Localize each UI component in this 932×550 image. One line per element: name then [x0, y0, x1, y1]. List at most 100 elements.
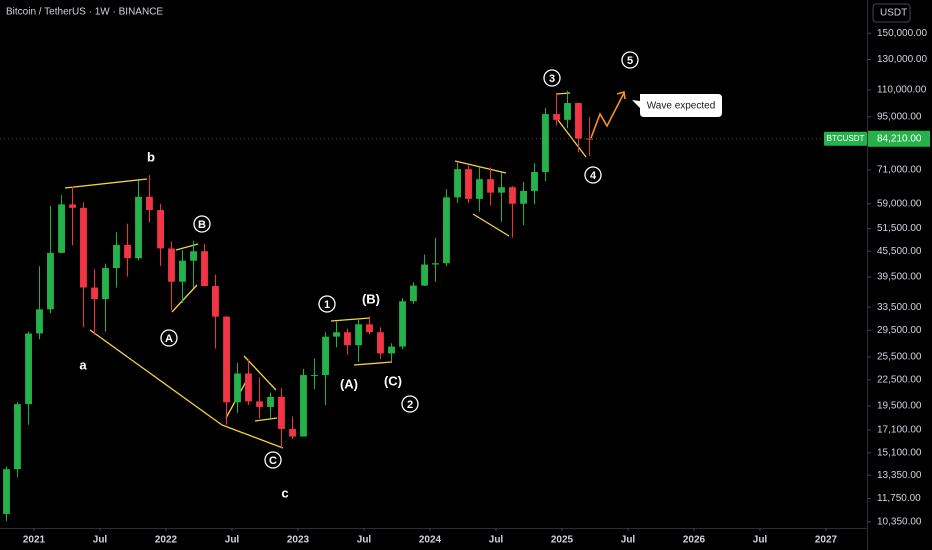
candle-body — [289, 428, 296, 437]
candle-body — [157, 210, 164, 249]
candle-body — [421, 264, 428, 286]
candle-body — [80, 207, 87, 288]
x-tick-label: Jul — [225, 535, 240, 546]
trend-line — [221, 424, 284, 449]
candle-body — [47, 252, 54, 310]
x-tick-label: Jul — [489, 535, 504, 546]
y-tick-label: 130,000.00 — [877, 54, 927, 65]
candle-body — [388, 346, 395, 354]
x-tick-label: 2023 — [287, 535, 310, 546]
candle-body — [586, 138, 593, 140]
x-tick-label: 2021 — [23, 535, 46, 546]
y-tick-label: 22,500.00 — [877, 375, 922, 386]
x-tick-label: 2027 — [815, 535, 838, 546]
y-tick-label: 10,350.00 — [877, 516, 922, 527]
x-tick-label: Jul — [357, 535, 372, 546]
y-tick-label: 51,500.00 — [877, 223, 922, 234]
candle-body — [443, 197, 450, 264]
candle-body — [256, 401, 263, 407]
candle-body — [476, 179, 483, 199]
candle-body — [377, 332, 384, 354]
candle-body — [399, 301, 406, 347]
wave-circle — [584, 166, 602, 184]
candle-body — [432, 263, 439, 265]
wave-label: B — [198, 219, 206, 231]
candle-body — [553, 114, 560, 120]
candle-body — [36, 309, 43, 334]
x-tick-label: Jul — [621, 535, 636, 546]
wave-label: c — [281, 485, 288, 500]
currency-button[interactable] — [872, 3, 911, 23]
y-tick-label: 25,500.00 — [877, 352, 922, 363]
wave-label: 2 — [407, 399, 413, 411]
wave-circle — [621, 51, 639, 69]
wave-label: 4 — [590, 170, 597, 182]
callout-text: Wave expected — [647, 101, 716, 112]
candle-body — [223, 316, 230, 403]
trend-line — [254, 417, 278, 422]
x-tick-label: 2022 — [155, 535, 178, 546]
wave-circle — [401, 395, 419, 413]
candle-body — [146, 196, 153, 211]
trend-line — [171, 284, 198, 313]
chart-title: Bitcoin / TetherUS · 1W · BINANCE — [6, 7, 163, 18]
candle-body — [201, 251, 208, 287]
candle-body — [212, 286, 219, 317]
symbol-badge — [824, 131, 867, 146]
candle-body — [366, 324, 373, 333]
y-tick-label: 59,000.00 — [877, 198, 922, 209]
candle-body — [69, 204, 76, 208]
candle-body — [344, 332, 351, 346]
candle-body — [245, 373, 252, 402]
candle-body — [564, 103, 571, 120]
candle-body — [190, 251, 197, 261]
wave-label: (C) — [384, 373, 402, 388]
y-tick-label: 110,000.00 — [877, 85, 927, 96]
trend-line — [243, 355, 277, 391]
y-tick-label: 39,500.00 — [877, 272, 922, 283]
candle-body — [311, 375, 318, 377]
callout-box — [632, 94, 722, 117]
wave-circle — [318, 295, 336, 313]
candle-body — [58, 204, 65, 253]
wave-label: 3 — [549, 73, 555, 85]
wave-label: (B) — [362, 291, 380, 306]
projection-arrowhead — [616, 90, 626, 100]
wave-label: (A) — [340, 376, 358, 391]
last-price-badge — [868, 130, 930, 147]
candle-body — [300, 375, 307, 437]
candle-body — [267, 396, 274, 407]
currency-label[interactable]: USDT — [880, 8, 907, 19]
y-tick-label: 45,500.00 — [877, 246, 922, 257]
trend-line — [353, 361, 393, 366]
candle-body — [531, 172, 538, 191]
trend-line — [175, 243, 199, 251]
candle-body — [575, 103, 582, 139]
trend-line — [454, 160, 507, 174]
x-tick-label: 2026 — [683, 535, 706, 546]
candle-body — [465, 169, 472, 199]
y-tick-label: 13,350.00 — [877, 470, 922, 481]
trend-line — [472, 213, 510, 237]
candle-body — [14, 404, 21, 470]
wave-label: 5 — [627, 55, 633, 67]
x-tick-label: 2025 — [551, 535, 574, 546]
wave-label: A — [165, 333, 173, 345]
wave-circle — [160, 329, 178, 347]
candle-body — [542, 114, 549, 173]
y-tick-label: 95,000.00 — [877, 111, 922, 122]
candle-body — [487, 179, 494, 193]
y-tick-label: 17,100.00 — [877, 425, 922, 436]
x-tick-label: Jul — [753, 535, 768, 546]
trend-line — [89, 329, 223, 426]
wave-label: a — [79, 357, 87, 372]
trend-line — [330, 317, 371, 322]
candle-body — [168, 248, 175, 282]
wave-circle — [264, 451, 282, 469]
candle-body — [234, 373, 241, 403]
y-tick-label: 19,500.00 — [877, 401, 922, 412]
candle-body — [179, 260, 186, 282]
wave-label: b — [147, 149, 155, 164]
